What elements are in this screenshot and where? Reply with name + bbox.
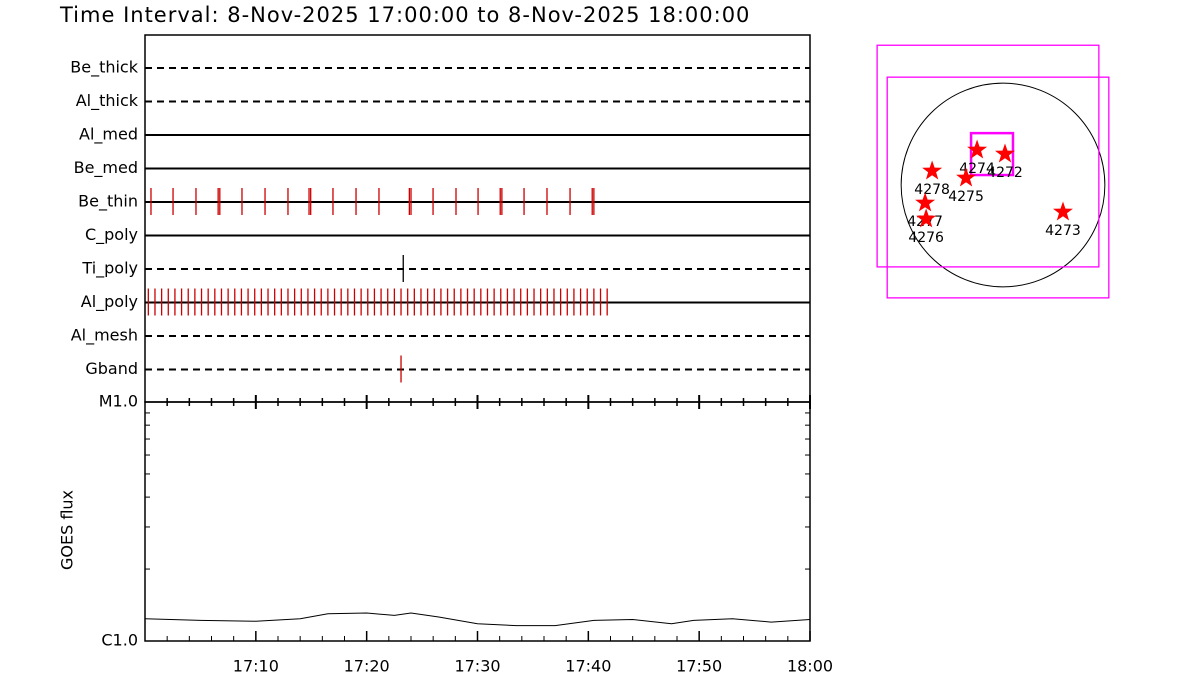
field-of-view: [876, 44, 1100, 268]
x-tick-label: 18:00: [787, 657, 833, 676]
timeline-frame: [144, 34, 811, 403]
active-region-marker: [956, 167, 976, 187]
filter-label: Al_mesh: [71, 326, 138, 346]
goes-flux-line: [144, 612, 811, 627]
goes-frame: [144, 401, 811, 642]
active-region-marker: [1053, 201, 1073, 221]
active-region-marker: [916, 208, 937, 228]
x-tick-label: 17:20: [344, 657, 390, 676]
filter-label: Be_thick: [70, 58, 138, 78]
filter-label: Ti_poly: [81, 259, 138, 279]
active-region-label: 4276: [908, 230, 944, 246]
active-region-label: 4272: [987, 165, 1023, 181]
active-region-marker: [915, 192, 936, 212]
active-region-marker: [922, 160, 943, 180]
filter-label: Gband: [85, 359, 138, 378]
x-tick-label: 17:10: [233, 657, 279, 676]
y-tick-label: M1.0: [99, 392, 138, 411]
filter-label: Al_med: [79, 125, 138, 145]
x-tick-label: 17:30: [454, 657, 500, 676]
active-region-label: 4275: [948, 189, 984, 205]
active-region-label: 4278: [914, 182, 950, 198]
chart-title: Time Interval: 8-Nov-2025 17:00:00 to 8-…: [59, 3, 750, 27]
active-region-marker: [995, 143, 1015, 163]
filter-label: Al_poly: [81, 292, 138, 312]
filter-label: C_poly: [85, 225, 138, 245]
filter-label: Be_med: [74, 158, 138, 178]
y-axis-label: GOES flux: [58, 490, 77, 570]
field-of-view: [969, 131, 1015, 177]
x-tick-label: 17:50: [676, 657, 722, 676]
field-of-view: [886, 76, 1110, 299]
x-tick-label: 17:40: [565, 657, 611, 676]
active-region-label: 4274: [959, 161, 995, 177]
active-region-label: 4273: [1045, 223, 1081, 239]
filter-label: Al_thick: [76, 91, 139, 111]
active-region-marker: [967, 139, 988, 159]
filter-label: Be_thin: [78, 192, 138, 212]
y-tick-label: C1.0: [101, 631, 138, 650]
solar-disk: [900, 82, 1106, 288]
